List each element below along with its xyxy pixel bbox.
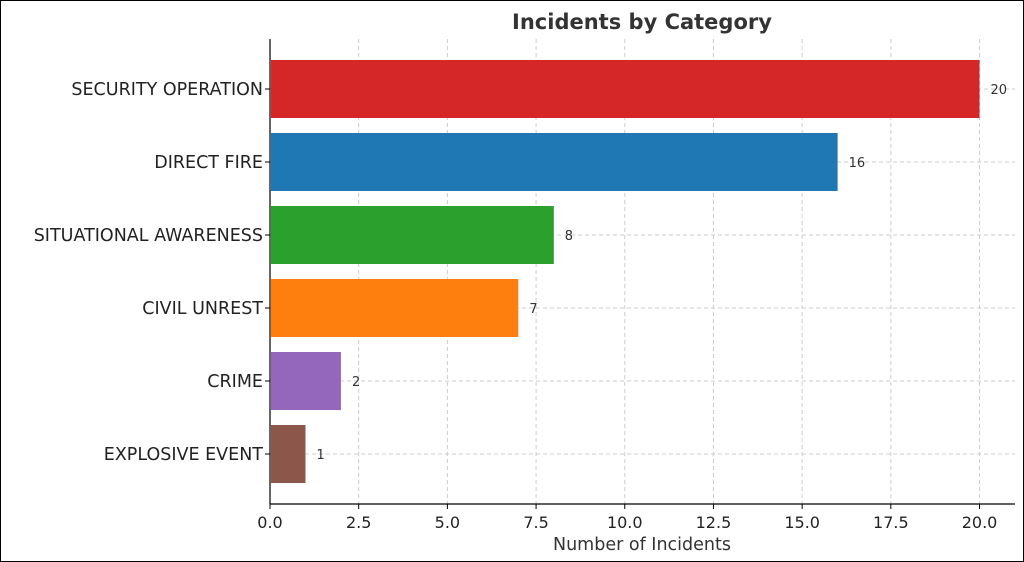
x-tick-label: 7.5 bbox=[523, 513, 548, 532]
category-label: CRIME bbox=[207, 372, 263, 392]
x-tick-label: 15.0 bbox=[784, 513, 820, 532]
x-tick-label: 17.5 bbox=[873, 513, 909, 532]
category-labels: SECURITY OPERATION DIRECT FIRE SITUATIONAL… bbox=[34, 80, 270, 465]
category-label: DIRECT FIRE bbox=[154, 153, 263, 173]
bar bbox=[271, 279, 519, 337]
category-label: CIVIL UNREST bbox=[142, 299, 263, 319]
x-tick-label: 2.5 bbox=[346, 513, 371, 532]
data-label: 7 bbox=[529, 302, 537, 317]
bar bbox=[271, 206, 554, 264]
bar bbox=[271, 425, 306, 483]
bar bbox=[271, 352, 341, 410]
x-tick-labels: 0.0 2.5 5.0 7.5 10.0 12.5 15.0 17.5 20.0 bbox=[257, 504, 997, 532]
x-tick-label: 20.0 bbox=[962, 513, 998, 532]
data-label: 8 bbox=[565, 229, 573, 244]
chart-title: Incidents by Category bbox=[512, 10, 772, 34]
category-label: SECURITY OPERATION bbox=[71, 80, 263, 100]
data-label: 20 bbox=[991, 83, 1008, 98]
bars-layer: 20 16 8 7 2 1 bbox=[271, 60, 1007, 483]
bar bbox=[271, 133, 838, 191]
x-tick-label: 5.0 bbox=[435, 513, 460, 532]
x-tick-label: 12.5 bbox=[696, 513, 732, 532]
x-tick-label: 0.0 bbox=[257, 513, 282, 532]
x-tick-label: 10.0 bbox=[607, 513, 643, 532]
x-axis-label: Number of Incidents bbox=[553, 535, 731, 555]
data-label: 1 bbox=[316, 448, 324, 463]
bar bbox=[271, 60, 980, 118]
category-label: EXPLOSIVE EVENT bbox=[104, 445, 264, 465]
category-label: SITUATIONAL AWARENESS bbox=[34, 226, 263, 246]
data-label: 2 bbox=[352, 375, 360, 390]
data-label: 16 bbox=[849, 156, 866, 171]
